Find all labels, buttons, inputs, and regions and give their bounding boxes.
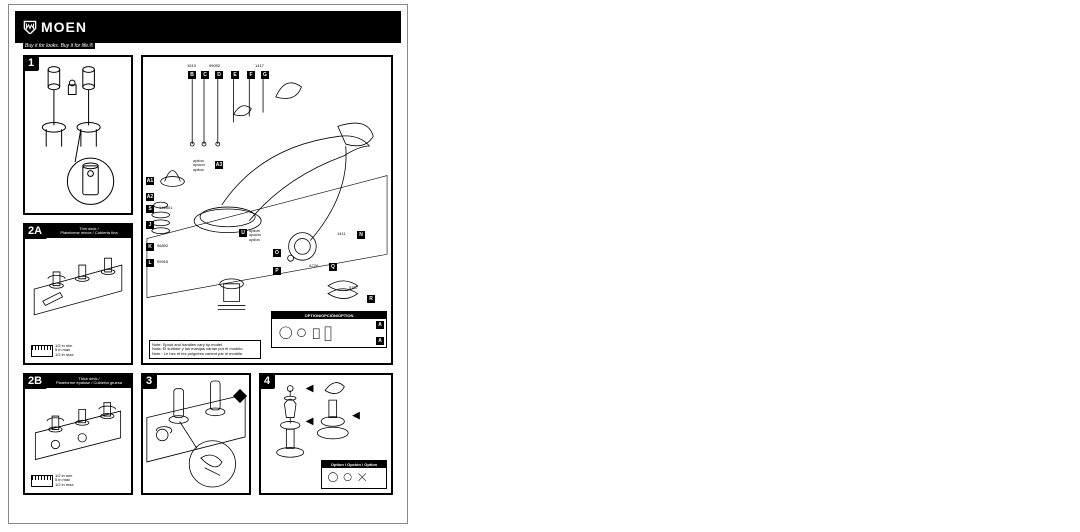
model-note: Note: Spout and handles vary by model. N…	[149, 340, 261, 359]
option-box: OPTION/OPCIÓN/OPTION A A	[271, 311, 387, 348]
option-box-illustration	[272, 319, 386, 347]
part-id-R: 5787	[349, 285, 358, 290]
callout-A-opt: A	[376, 321, 384, 329]
panel-4-option-box: Option / Opción / Option	[321, 460, 387, 489]
step-badge-1: 1	[23, 55, 39, 71]
part-id-99092: 99092	[209, 63, 220, 68]
callout-U: U	[239, 229, 247, 237]
step-badge-2a: 2A	[23, 223, 47, 239]
panel-2a-gauge-text: 1/2 in min 5 in max 1/2 in max	[55, 344, 73, 357]
panel-2b-title: Thick deck / Plateforme épaisse / Cubier…	[47, 375, 131, 388]
part-id-1417: 1417	[255, 63, 264, 68]
panel-2a-title: Thin deck / Plateforme mince / Cubierta …	[47, 225, 131, 238]
callout-O: O	[273, 249, 281, 257]
callout-A3: A3	[215, 161, 223, 169]
brand-tagline: Buy it for looks. Buy it for life.®	[23, 43, 95, 49]
callout-G: G	[261, 71, 269, 79]
part-id-K: 96892	[157, 243, 168, 248]
part-id-L: 99915	[157, 259, 168, 264]
panel-2a: 2A Thin deck / Plateforme mince / Cubier…	[23, 223, 133, 365]
step-badge-2b: 2B	[23, 373, 47, 389]
panel-1-illustration	[25, 57, 131, 213]
option-note-1: option opción option	[193, 159, 205, 172]
panel-2a-title-l2: Plateforme mince / Cubierta fina	[48, 231, 130, 235]
callout-A-opt2: A	[376, 337, 384, 345]
panel-2b-title-l2: Plateforme épaisse / Cubierta gruesa	[48, 381, 130, 385]
brand-header: MOEN	[15, 11, 401, 43]
callout-L: L	[146, 259, 154, 267]
panel-3-illustration	[143, 375, 249, 493]
callout-F: F	[247, 71, 255, 79]
panel-2a-gauge	[31, 345, 53, 357]
callout-D: D	[215, 71, 223, 79]
callout-J: J	[146, 221, 154, 229]
instruction-page: MOEN Buy it for looks. Buy it for life.®…	[8, 4, 408, 524]
option-note-2: option opción option	[249, 229, 261, 242]
callout-A1: A1	[146, 177, 154, 185]
panel-4-option-illustration	[322, 468, 386, 486]
callout-S: S	[146, 205, 154, 213]
callout-Q: Q	[329, 263, 337, 271]
option-box-header: OPTION/OPCIÓN/OPTION	[272, 312, 386, 319]
panel-4: 4	[259, 373, 393, 495]
panel-2b-gauge-text: 1/2 in min 5 in max 1/2 in max	[55, 474, 73, 487]
callout-B: B	[188, 71, 196, 79]
callout-C: C	[201, 71, 209, 79]
panel-2b-gauge	[31, 475, 53, 487]
step-badge-4: 4	[259, 373, 275, 389]
callout-R: R	[367, 295, 375, 303]
callout-P: P	[273, 267, 281, 275]
part-id-1513: 1513	[187, 63, 196, 68]
callout-K: K	[146, 243, 154, 251]
panel-1: 1	[23, 55, 133, 215]
moen-shield-icon	[23, 20, 37, 34]
part-id-Q: A726	[309, 263, 318, 268]
callout-N: N	[357, 231, 365, 239]
brand-logo: MOEN	[23, 19, 87, 35]
callout-E: E	[231, 71, 239, 79]
part-id-N: 1411	[337, 231, 346, 236]
parts-diagram: 1513 99092 1417 B C D E F G A1 A2 S 1428…	[141, 55, 393, 365]
panel-2b: 2B Thick deck / Plateforme épaisse / Cub…	[23, 373, 133, 495]
brand-name: MOEN	[41, 19, 87, 35]
note-fr: Note : Le bec et les poignées varient pa…	[152, 352, 258, 356]
part-id-S: 142801	[159, 205, 172, 210]
panel-4-option-header: Option / Opción / Option	[322, 461, 386, 468]
callout-A2: A2	[146, 193, 154, 201]
step-badge-3: 3	[141, 373, 157, 389]
panel-3: 3	[141, 373, 251, 495]
